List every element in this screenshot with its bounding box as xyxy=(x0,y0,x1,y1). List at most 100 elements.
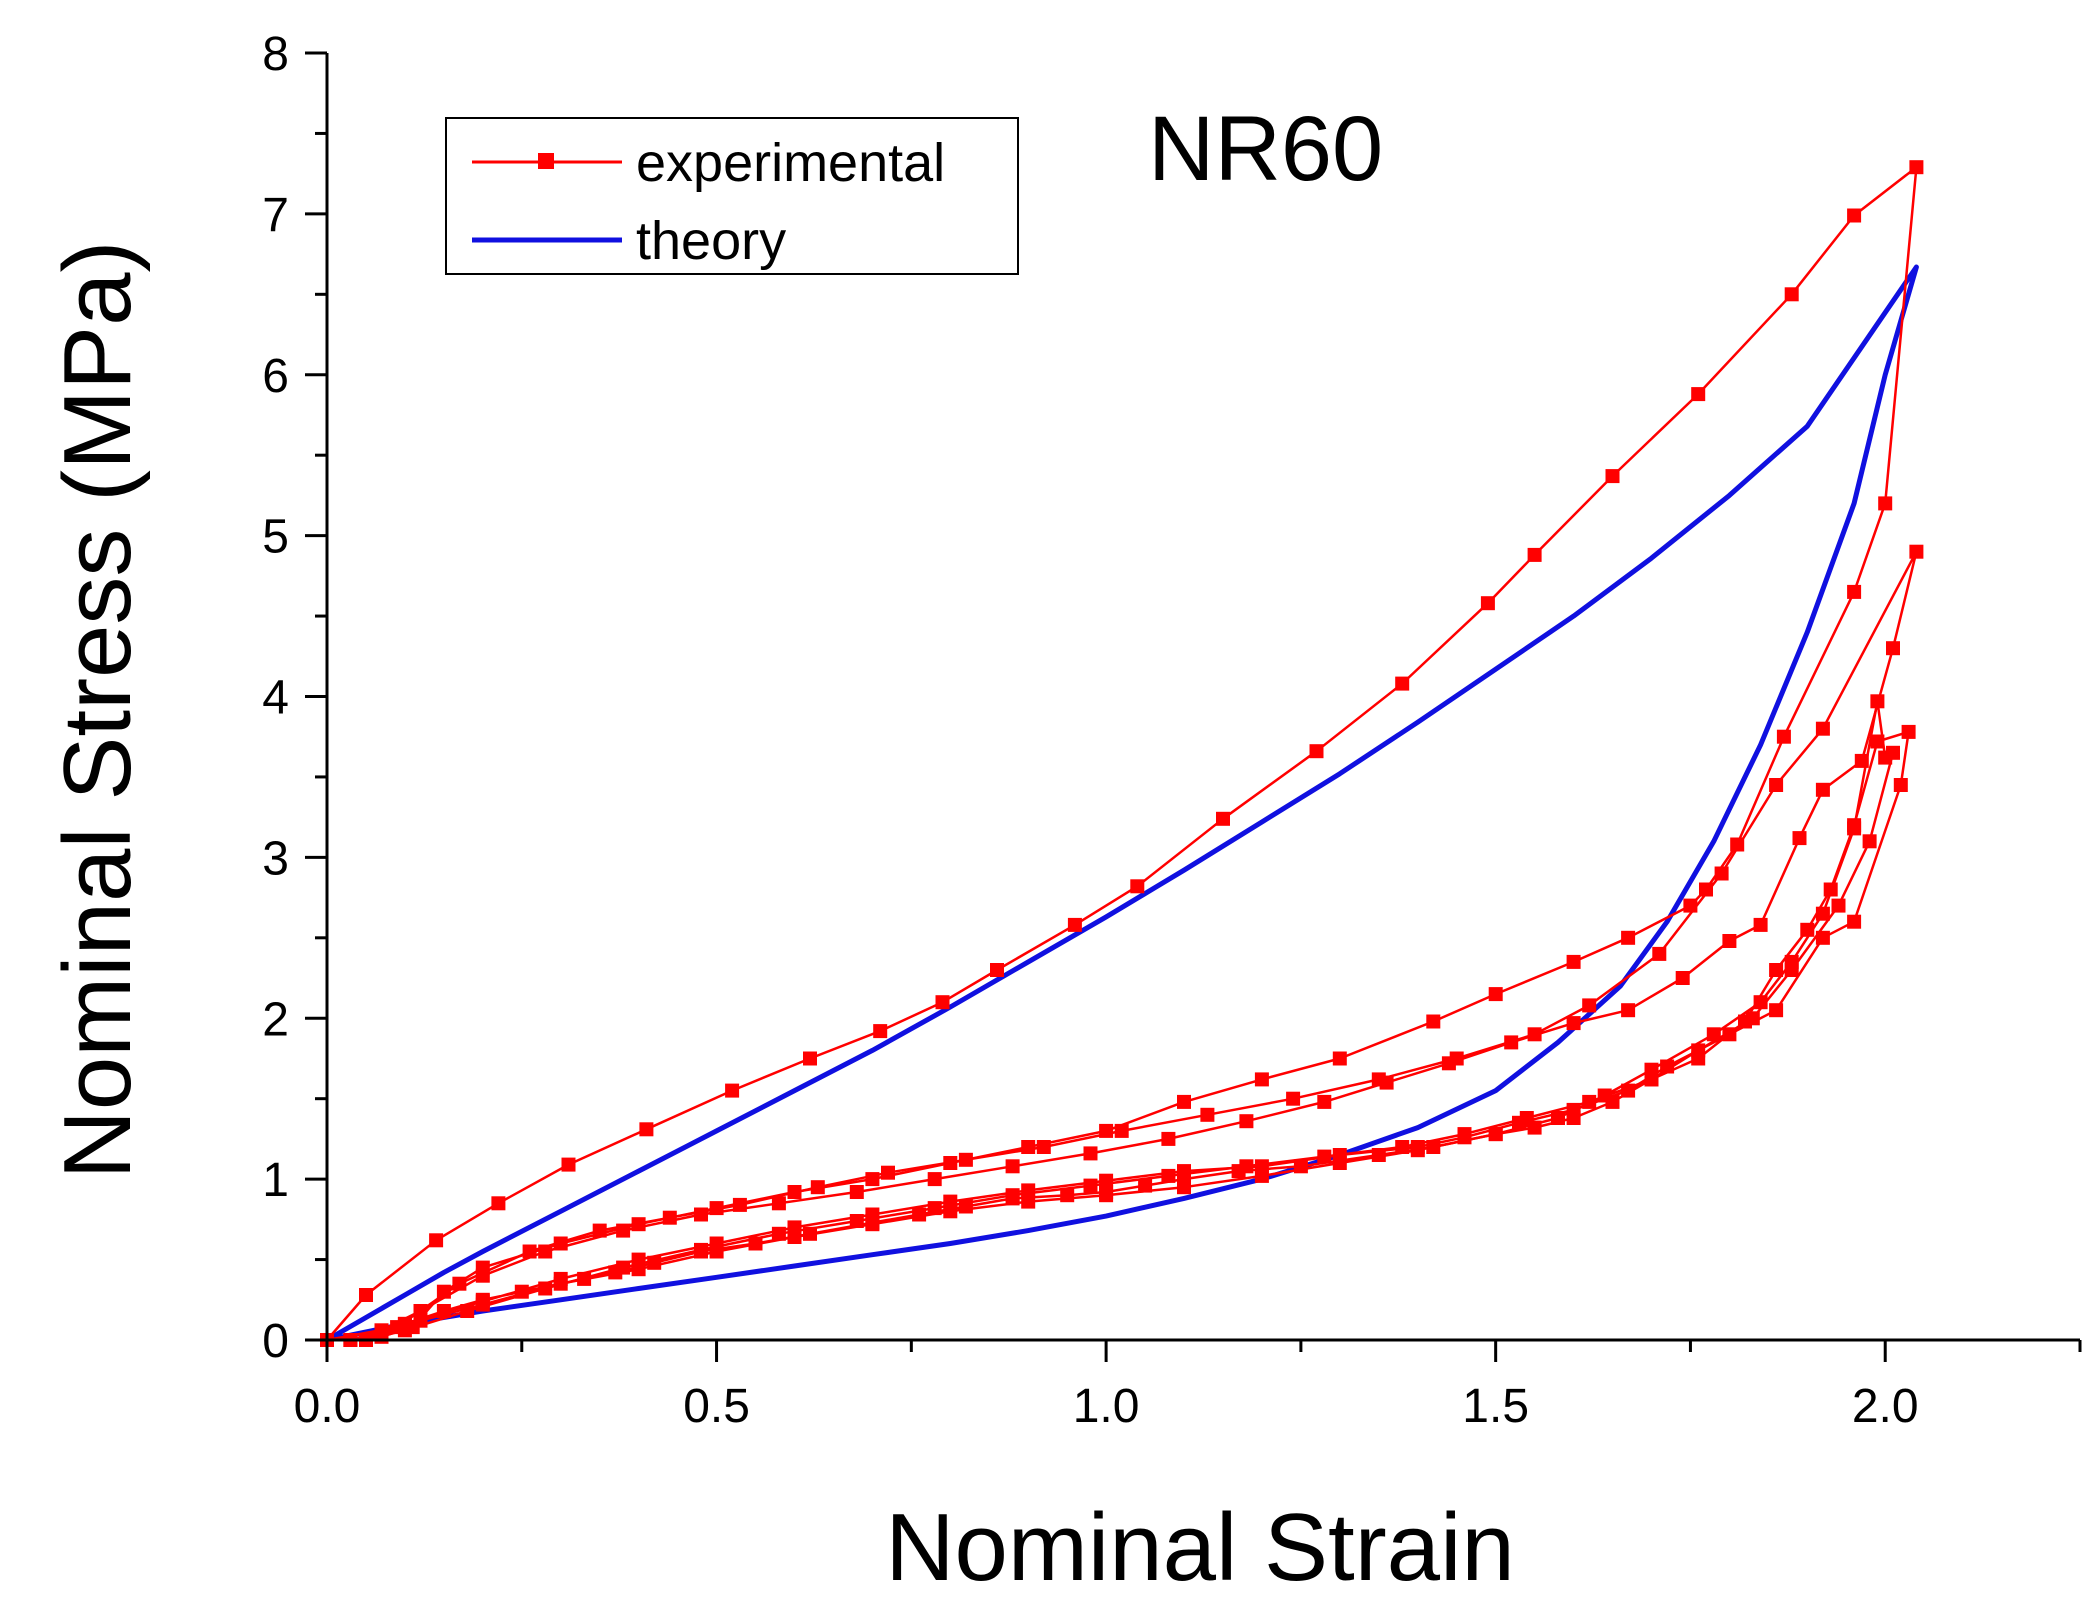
experimental-point xyxy=(1699,882,1713,897)
experimental-loop-1 xyxy=(320,160,1924,1347)
experimental-point xyxy=(1239,1114,1254,1129)
experimental-point xyxy=(1527,1027,1542,1042)
experimental-point xyxy=(958,1152,973,1167)
experimental-point xyxy=(1769,1003,1784,1018)
experimental-point xyxy=(1706,1027,1721,1042)
experimental-point xyxy=(1605,469,1620,484)
experimental-point xyxy=(1878,496,1893,511)
experimental-point xyxy=(1317,1094,1332,1109)
experimental-point xyxy=(1067,917,1082,932)
experimental-point xyxy=(1909,160,1924,175)
experimental-point xyxy=(1870,734,1885,749)
experimental-point xyxy=(1332,1051,1347,1066)
experimental-point xyxy=(452,1276,467,1291)
experimental-point xyxy=(1177,1094,1191,1109)
experimental-point xyxy=(1566,1016,1581,1031)
experimental-point xyxy=(1504,1035,1519,1050)
experimental-line xyxy=(326,550,1918,1342)
experimental-point xyxy=(873,1024,888,1039)
experimental-point xyxy=(725,1083,740,1098)
experimental-point xyxy=(1582,1094,1597,1109)
experimental-point xyxy=(1582,998,1597,1013)
experimental-line xyxy=(365,700,1895,1342)
experimental-point xyxy=(1815,782,1830,797)
experimental-point xyxy=(849,1185,864,1199)
experimental-point xyxy=(1005,1188,1020,1203)
experimental-point xyxy=(1254,1072,1269,1087)
experimental-point xyxy=(413,1313,428,1328)
experimental-point xyxy=(881,1165,895,1180)
experimental-point xyxy=(1254,1168,1269,1183)
experimental-point xyxy=(1893,778,1908,792)
experimental-point xyxy=(359,1288,373,1302)
experimental-loop-4 xyxy=(359,694,1900,1347)
experimental-point xyxy=(1410,1143,1425,1158)
plot-area xyxy=(320,160,1924,1347)
experimental-point xyxy=(1138,1178,1153,1193)
experimental-point xyxy=(1177,1164,1191,1179)
y-tick-label: 5 xyxy=(262,511,289,564)
legend-box xyxy=(445,117,1019,275)
experimental-point xyxy=(1776,729,1791,744)
experimental-line xyxy=(350,730,1910,1342)
experimental-point xyxy=(1083,1178,1098,1193)
experimental-point xyxy=(1886,641,1900,656)
experimental-point xyxy=(1457,1127,1472,1142)
x-tick-label: 1.5 xyxy=(1462,1380,1529,1433)
chart-annotation-label: NR60 xyxy=(1148,98,1383,200)
y-tick-label: 6 xyxy=(262,350,289,403)
experimental-point xyxy=(1691,1043,1706,1058)
x-axis-title: Nominal Strain xyxy=(885,1494,1515,1601)
x-tick-label: 1.0 xyxy=(1073,1380,1140,1433)
experimental-point xyxy=(1753,917,1768,932)
experimental-point xyxy=(1815,906,1830,921)
experimental-point xyxy=(1597,1088,1612,1103)
experimental-point xyxy=(460,1304,475,1318)
experimental-point xyxy=(1652,946,1667,961)
experimental-point xyxy=(1130,879,1145,894)
experimental-point xyxy=(475,1297,490,1312)
experimental-point xyxy=(1870,694,1885,709)
experimental-point xyxy=(1621,1003,1636,1018)
experimental-point xyxy=(616,1260,631,1275)
experimental-point xyxy=(990,963,1004,977)
experimental-point xyxy=(803,1051,817,1066)
experimental-point xyxy=(1177,1180,1191,1195)
experimental-point xyxy=(1784,963,1799,977)
experimental-point xyxy=(694,1242,708,1257)
experimental-point xyxy=(1021,1194,1036,1209)
experimental-point xyxy=(1480,596,1495,611)
experimental-point xyxy=(865,1217,880,1232)
experimental-point xyxy=(1099,1173,1114,1188)
experimental-point xyxy=(1286,1091,1301,1106)
experimental-point xyxy=(538,1281,553,1296)
experimental-point xyxy=(522,1244,537,1259)
experimental-point xyxy=(1815,930,1830,945)
experimental-point xyxy=(491,1196,506,1211)
experimental-point xyxy=(1722,934,1737,948)
experimental-point xyxy=(538,1244,553,1259)
experimental-point xyxy=(935,995,950,1010)
experimental-point xyxy=(1714,866,1729,881)
y-tick-label: 7 xyxy=(262,189,289,242)
experimental-point xyxy=(1200,1107,1215,1122)
experimental-point xyxy=(1551,1111,1565,1125)
x-tick-label: 2.0 xyxy=(1852,1380,1919,1433)
experimental-point xyxy=(475,1268,490,1283)
experimental-point xyxy=(1769,963,1784,977)
legend-theory-label: theory xyxy=(636,211,786,271)
experimental-point xyxy=(1021,1140,1036,1154)
experimental-point xyxy=(592,1223,607,1238)
experimental-point xyxy=(1886,745,1900,760)
experimental-point xyxy=(1395,676,1410,691)
y-tick-label: 4 xyxy=(262,672,289,725)
experimental-point xyxy=(1815,721,1830,736)
experimental-point xyxy=(1216,811,1230,826)
x-tick-label: 0.5 xyxy=(683,1380,750,1433)
y-tick-label: 2 xyxy=(262,993,289,1046)
experimental-point xyxy=(429,1233,444,1248)
y-tick-label: 0 xyxy=(262,1315,289,1368)
experimental-point xyxy=(639,1122,654,1137)
y-tick-label: 8 xyxy=(262,28,289,81)
